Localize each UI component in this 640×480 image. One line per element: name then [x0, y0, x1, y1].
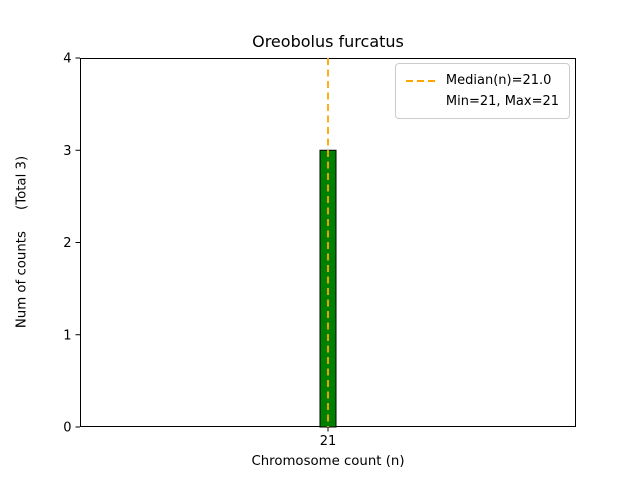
- legend-sample-spacer: [406, 101, 436, 103]
- x-axis-label: Chromosome count (n): [251, 454, 405, 469]
- legend-entry-minmax: Min=21, Max=21: [406, 91, 559, 112]
- legend-label-median: Median(n)=21.0: [445, 73, 552, 88]
- y-tick-label: 4: [63, 52, 71, 67]
- y-tick-label: 2: [63, 236, 71, 251]
- median-dashed-line-sample: [405, 79, 436, 82]
- x-tick-label: 21: [320, 434, 337, 449]
- y-tick-label: 1: [63, 328, 71, 343]
- y-tick-label: 3: [63, 144, 71, 159]
- chart-title: Oreobolus furcatus: [252, 32, 404, 51]
- y-axis-label: Num of counts (Total 3): [14, 155, 30, 329]
- legend-label-minmax: Min=21, Max=21: [445, 94, 559, 109]
- y-tick-label: 0: [63, 421, 71, 436]
- legend: Median(n)=21.0 Min=21, Max=21: [394, 63, 570, 119]
- legend-entry-median: Median(n)=21.0: [405, 70, 559, 91]
